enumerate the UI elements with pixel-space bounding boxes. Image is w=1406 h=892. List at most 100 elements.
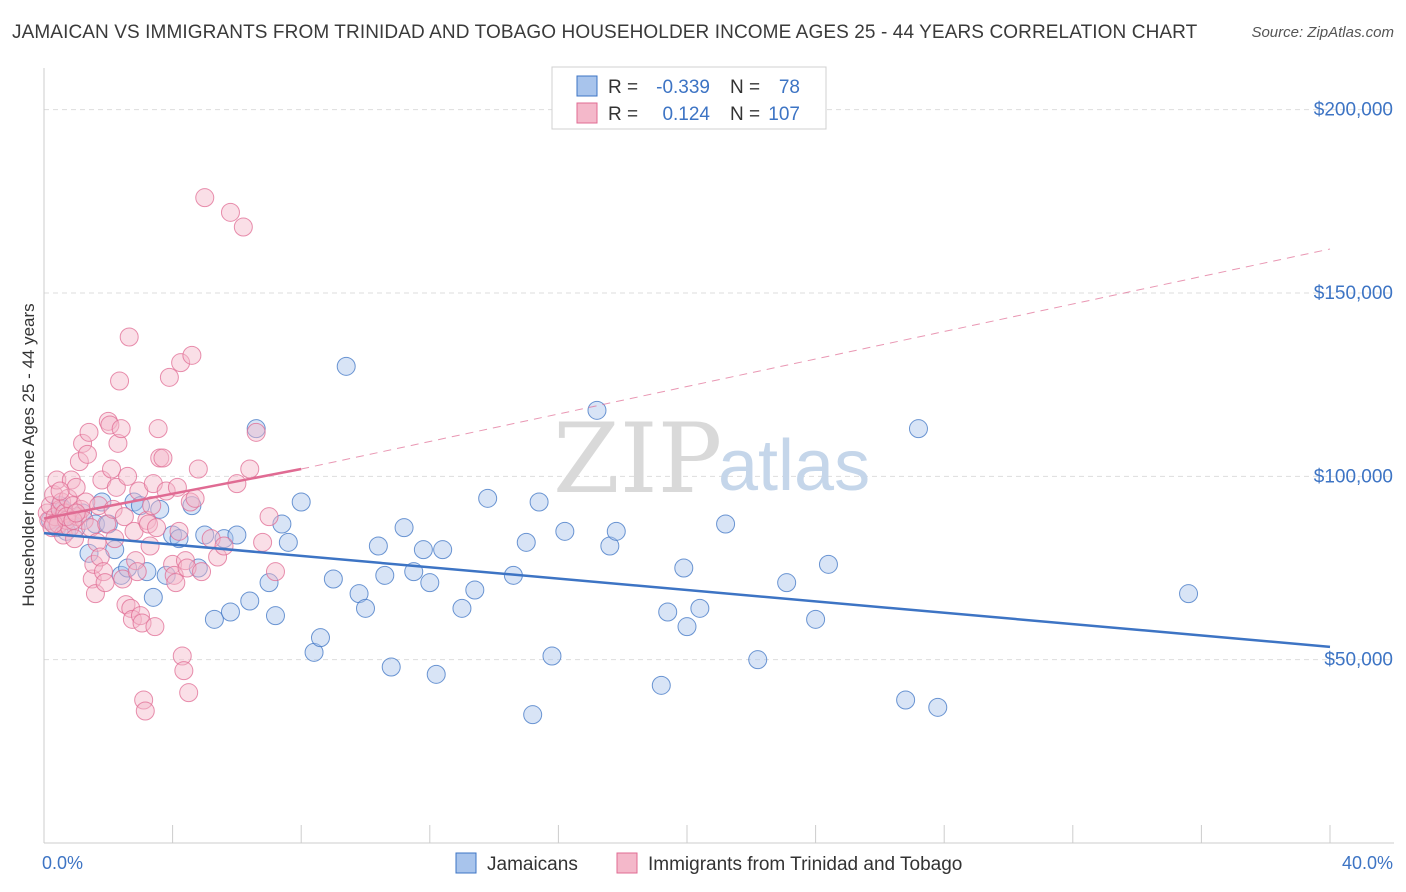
jamaican-point-68 xyxy=(716,514,736,534)
trinidad-point-81 xyxy=(174,661,194,681)
jamaican-point-37 xyxy=(310,628,330,648)
jamaican-point-47 xyxy=(413,540,433,560)
trinidad-point-58 xyxy=(130,606,150,626)
bottom-legend-trinidad: Immigrants from Trinidad and Tobago xyxy=(648,854,962,875)
chart-source: Source: ZipAtlas.com xyxy=(1251,24,1394,41)
trinidad-trend-line-extended xyxy=(301,248,1331,470)
jamaican-point-35 xyxy=(291,492,311,512)
trinidad-point-44 xyxy=(108,433,128,453)
bottom-legend-swatch-jamaicans xyxy=(455,852,477,874)
jamaican-point-74 xyxy=(908,419,928,439)
trinidad-point-36 xyxy=(95,573,115,593)
jamaican-point-76 xyxy=(1179,584,1199,604)
jamaican-point-59 xyxy=(555,521,575,541)
x-tick-labels: 0.0% 40.0% xyxy=(42,853,1393,873)
trinidad-point-17 xyxy=(65,529,85,549)
jamaican-point-75 xyxy=(928,697,948,717)
bottom-legend: Jamaicans Immigrants from Trinidad and T… xyxy=(455,852,962,875)
y-tick-label-1: $150,000 xyxy=(1314,283,1393,304)
jamaican-point-13 xyxy=(118,558,138,578)
trinidad-point-93 xyxy=(214,536,234,556)
jamaican-point-67 xyxy=(690,598,710,618)
jamaican-point-56 xyxy=(523,705,543,725)
trinidad-point-68 xyxy=(147,518,167,538)
trinidad-point-100 xyxy=(259,507,279,527)
trinidad-point-98 xyxy=(246,422,266,442)
trinidad-point-89 xyxy=(192,562,212,582)
trinidad-point-96 xyxy=(233,217,253,237)
bottom-legend-swatch-trinidad xyxy=(616,852,638,874)
trinidad-point-22 xyxy=(73,433,93,453)
jamaican-point-45 xyxy=(394,518,414,538)
jamaican-point-50 xyxy=(433,540,453,560)
watermark-atlas: atlas xyxy=(718,426,870,506)
jamaican-point-69 xyxy=(748,650,768,670)
trinidad-point-67 xyxy=(145,617,165,637)
legend-r-label-2: R = xyxy=(608,104,638,125)
trinidad-point-86 xyxy=(182,345,202,365)
jamaican-point-21 xyxy=(169,529,189,549)
trinidad-point-48 xyxy=(114,507,134,527)
trinidad-point-69 xyxy=(148,419,168,439)
jamaican-point-52 xyxy=(465,580,485,600)
chart-title: JAMAICAN VS IMMIGRANTS FROM TRINIDAD AND… xyxy=(12,22,1198,43)
trinidad-point-25 xyxy=(77,444,97,464)
jamaican-point-57 xyxy=(529,492,549,512)
jamaican-point-53 xyxy=(478,488,498,508)
jamaican-point-32 xyxy=(265,606,285,626)
trinidad-point-33 xyxy=(90,547,110,567)
jamaican-point-73 xyxy=(896,690,916,710)
jamaican-point-42 xyxy=(368,536,388,556)
jamaican-point-41 xyxy=(356,598,375,618)
legend-r-label-1: R = xyxy=(608,77,638,98)
legend-box xyxy=(551,66,827,130)
y-tick-label-0: $200,000 xyxy=(1314,100,1393,121)
trinidad-point-97 xyxy=(240,459,260,479)
legend-n-label-2: N = xyxy=(730,104,760,125)
jamaican-point-25 xyxy=(204,609,224,629)
jamaican-point-71 xyxy=(806,609,826,629)
y-tick-labels: $200,000 $150,000 $100,000 $50,000 xyxy=(1314,100,1393,671)
jamaican-point-58 xyxy=(542,646,562,666)
bottom-legend-jamaicans: Jamaicans xyxy=(487,854,578,875)
trinidad-point-50 xyxy=(118,466,138,486)
trinidad-point-26 xyxy=(79,422,99,442)
trinidad-point-64 xyxy=(140,536,160,556)
jamaican-point-38 xyxy=(323,569,343,589)
trinidad-trend-line xyxy=(43,467,302,520)
jamaican-point-31 xyxy=(259,573,279,593)
x-tick-label-0: 0.0% xyxy=(42,853,83,873)
legend-n-value-2: 107 xyxy=(768,104,800,125)
trinidad-point-84 xyxy=(179,683,199,703)
axes xyxy=(43,68,1394,844)
legend: R = -0.339 N = 78 R = 0.124 N = 107 xyxy=(551,66,827,130)
x-tick-label-1: 40.0% xyxy=(1342,853,1393,873)
trinidad-point-56 xyxy=(127,562,147,582)
trinidad-point-40 xyxy=(102,459,122,479)
trinidad-point-103 xyxy=(50,481,70,501)
y-tick-label-2: $100,000 xyxy=(1314,466,1393,487)
trinidad-point-6 xyxy=(47,470,67,490)
trinidad-point-101 xyxy=(265,562,285,582)
trinidad-point-79 xyxy=(171,353,191,373)
jamaican-point-72 xyxy=(818,554,838,574)
trinidad-point-20 xyxy=(69,452,89,472)
trinidad-point-83 xyxy=(177,558,197,578)
trend-lines xyxy=(43,248,1331,649)
jamaican-point-55 xyxy=(516,532,536,552)
legend-swatch-trinidad xyxy=(576,102,598,124)
jamaican-point-63 xyxy=(651,675,671,695)
jamaican-point-48 xyxy=(420,573,440,593)
jamaican-point-27 xyxy=(220,602,240,622)
jamaican-point-65 xyxy=(674,558,694,578)
legend-r-value-2: 0.124 xyxy=(662,104,710,125)
legend-swatch-jamaicans xyxy=(576,75,598,97)
jamaican-point-49 xyxy=(426,664,446,684)
trinidad-point-46 xyxy=(111,419,131,439)
jamaican-point-60 xyxy=(587,400,607,420)
trinidad-point-80 xyxy=(172,646,192,666)
y-axis-label: Householder Income Ages 25 - 44 years xyxy=(19,303,38,606)
jamaican-trend-line xyxy=(43,531,1331,649)
jamaican-point-66 xyxy=(677,617,697,637)
